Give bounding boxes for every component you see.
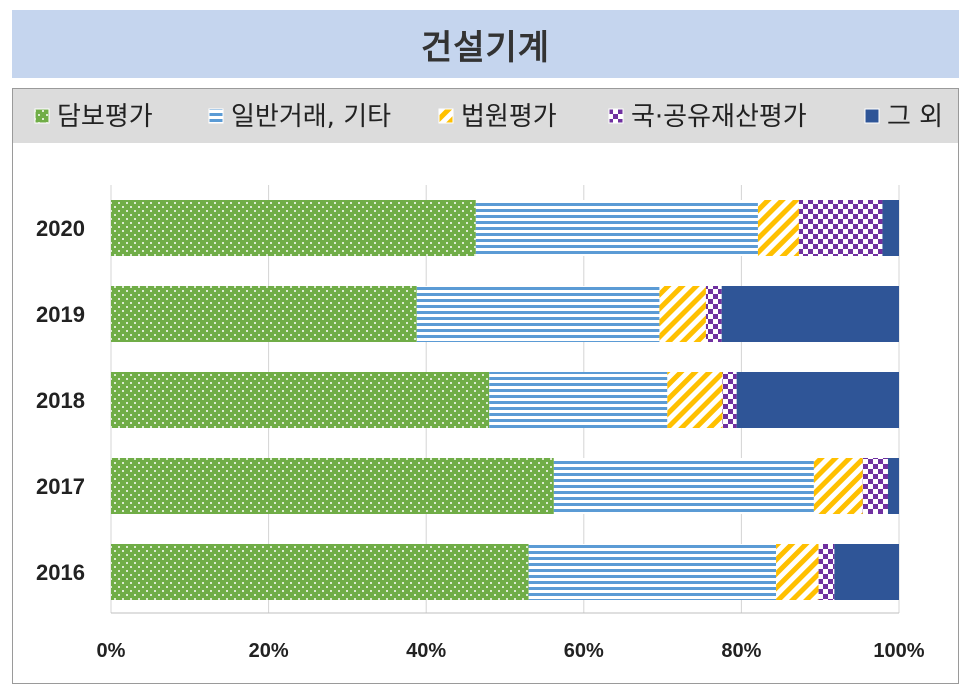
legend-strip [13, 89, 958, 143]
bar-segment [111, 544, 529, 600]
bar-segment [736, 372, 899, 428]
y-tick-label: 2017 [36, 474, 85, 499]
legend-label: 국·공유재산평가 [631, 102, 807, 132]
bar-segment [818, 544, 835, 600]
legend-label: 그 외 [887, 102, 943, 132]
bar-segment [659, 286, 706, 342]
chart-title: 건설기계 [420, 27, 551, 68]
chart-frame: 담보평가 일반거래, 기타 법원평가 국·공유재산평가 그 외 2020 2019 2018… [12, 88, 959, 684]
x-tick-label: 40% [406, 640, 446, 662]
stacked-bar-chart: 담보평가 일반거래, 기타 법원평가 국·공유재산평가 그 외 2020 2019 2018… [34, 102, 943, 662]
bar-segment [722, 372, 737, 428]
bar-segment [489, 372, 668, 428]
bar-segment [475, 200, 758, 256]
legend-swatch [208, 108, 224, 124]
bar-segment [834, 544, 899, 600]
bar-segment [813, 458, 863, 514]
bar-segment [111, 372, 490, 428]
bar-segment [111, 458, 554, 514]
legend-swatch [608, 108, 624, 124]
bar-segment [887, 458, 899, 514]
bar-segment [882, 200, 899, 256]
chart-title-bar: 건설기계 [12, 10, 959, 78]
y-tick-label: 2016 [36, 560, 85, 585]
bar-segment [721, 286, 899, 342]
x-tick-label: 100% [873, 640, 924, 662]
y-tick-label: 2019 [36, 302, 85, 327]
bar-segment [553, 458, 814, 514]
x-tick-label: 60% [564, 640, 604, 662]
bar-segment [798, 200, 883, 256]
x-tick-label: 20% [249, 640, 289, 662]
bar-segment [862, 458, 888, 514]
x-tick-label: 80% [721, 640, 761, 662]
bar-segment [416, 286, 660, 342]
x-tick-label: 0% [97, 640, 126, 662]
bar-segment [111, 286, 417, 342]
legend-swatch [34, 108, 50, 124]
y-tick-label: 2018 [36, 388, 85, 413]
bar-segment [528, 544, 777, 600]
y-tick-label: 2020 [36, 216, 85, 241]
bar-segment [705, 286, 722, 342]
legend-swatch [864, 108, 880, 124]
bar-segment [757, 200, 799, 256]
legend-label: 일반거래, 기타 [231, 102, 391, 132]
bar-segment [776, 544, 819, 600]
bar-segment [111, 200, 476, 256]
bar-segment [667, 372, 723, 428]
legend-label: 법원평가 [461, 102, 557, 132]
legend-label: 담보평가 [57, 102, 153, 132]
legend-swatch [438, 108, 454, 124]
